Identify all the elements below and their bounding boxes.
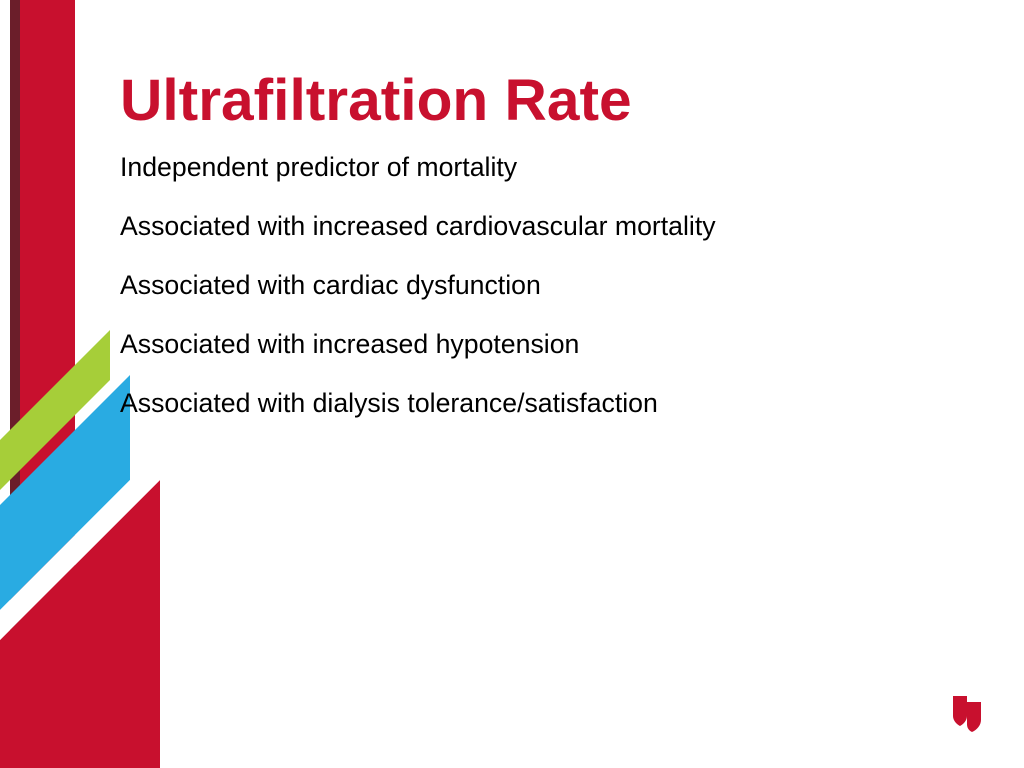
cyan-parallelogram	[0, 375, 130, 610]
slide-title: Ultrafiltration Rate	[120, 70, 964, 132]
slide: Ultrafiltration Rate Independent predict…	[0, 0, 1024, 768]
bullet-item: Associated with dialysis tolerance/satis…	[120, 388, 964, 419]
unmc-shield-icon	[950, 694, 984, 734]
green-parallelogram	[0, 330, 110, 490]
bullet-item: Associated with increased cardiovascular…	[120, 211, 964, 242]
bullet-item: Associated with increased hypotension	[120, 329, 964, 360]
red-triangle	[0, 480, 160, 768]
bullet-item: Associated with cardiac dysfunction	[120, 270, 964, 301]
content-area: Ultrafiltration Rate Independent predict…	[120, 70, 964, 447]
white-gap	[0, 450, 160, 640]
bullet-list: Independent predictor of mortality Assoc…	[120, 152, 964, 419]
dark-strip	[10, 0, 20, 768]
bullet-item: Independent predictor of mortality	[120, 152, 964, 183]
red-bar	[20, 0, 75, 768]
